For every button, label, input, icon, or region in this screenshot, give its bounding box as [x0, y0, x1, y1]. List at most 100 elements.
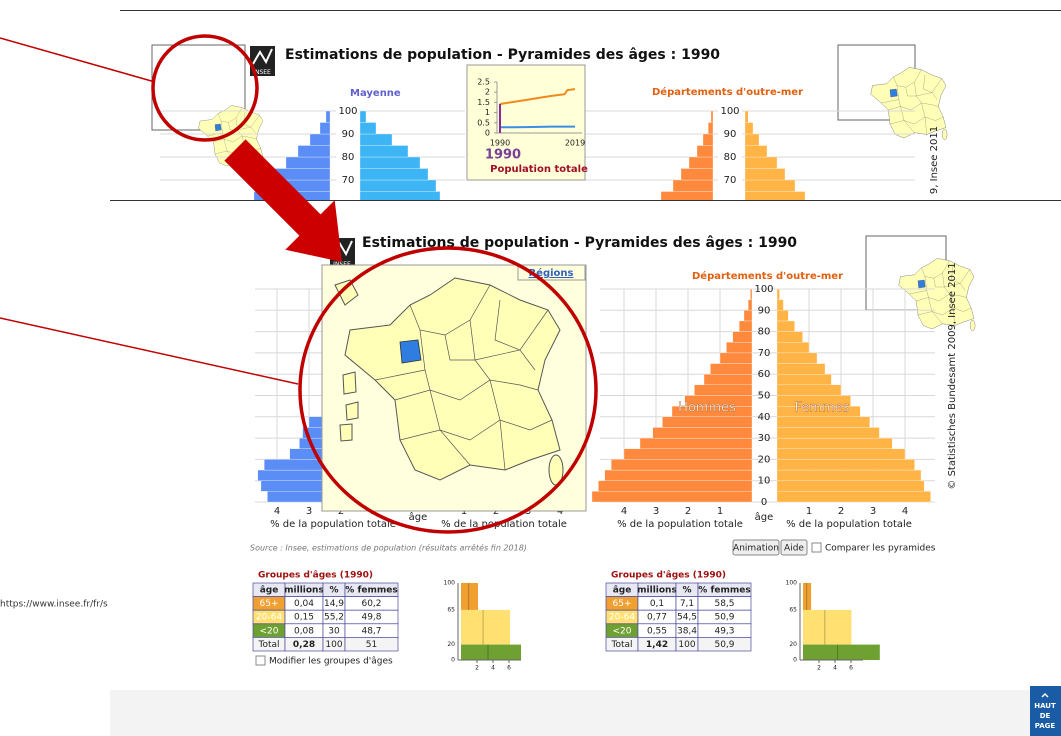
y-tick-label: 90 [342, 129, 355, 140]
table-text: 100 [325, 640, 342, 650]
women-bar [744, 168, 786, 181]
table-text: 54,5 [677, 613, 697, 623]
table-text: 60,2 [361, 599, 381, 609]
back-to-top-label: HAUT [1034, 702, 1056, 710]
men-bar [653, 203, 713, 215]
women-bar [359, 133, 393, 146]
table-text: 65+ [613, 599, 632, 609]
women-bar [359, 145, 409, 158]
footer-band [110, 690, 1061, 736]
men-bar [696, 145, 714, 158]
men-bar [598, 480, 753, 492]
men-bar [309, 133, 331, 146]
women-bar [744, 133, 760, 146]
women-bar [744, 122, 754, 135]
table-text: 0,1 [650, 599, 664, 609]
men-bar [680, 168, 714, 181]
women-bar [745, 318, 929, 330]
table-text: 0,15 [294, 613, 314, 623]
men-bar [652, 427, 753, 439]
women-bar [745, 215, 825, 227]
checkbox-label[interactable]: Comparer les pyramides [825, 544, 936, 554]
women-bar [745, 203, 813, 215]
women-bar [776, 459, 915, 471]
men-bar [639, 437, 753, 449]
men-bar [710, 110, 714, 123]
checkbox[interactable] [255, 655, 266, 666]
women-bar [776, 310, 789, 322]
x-tick-label: 2 [685, 506, 691, 517]
table-text: 20-64 [609, 613, 635, 623]
y-tick-label: 100 [786, 580, 798, 587]
table-title: Groupes d'âges (1990) [258, 571, 373, 581]
axis-bg [336, 100, 360, 200]
men-bar [591, 491, 753, 503]
women-bar [359, 168, 429, 181]
table-text: % femmes [698, 586, 750, 596]
regions-link[interactable]: Régions [528, 267, 573, 279]
x-tick-label: 1 [806, 506, 812, 517]
table-text: <20 [260, 626, 279, 636]
women-bar [776, 331, 803, 343]
table-text: 49,8 [361, 613, 381, 623]
y-tick-label: 70 [342, 175, 355, 186]
line [500, 125, 575, 129]
women-bar [776, 480, 925, 492]
y-tick-label: 0 [761, 497, 767, 508]
table-text: 55,2 [324, 613, 344, 623]
women-bar [776, 491, 931, 503]
women-bar [360, 215, 444, 227]
men-bar [202, 261, 330, 273]
men-bar [710, 363, 753, 375]
men-bar [694, 384, 753, 396]
table-text: 1,42 [646, 640, 668, 650]
insee-logo [250, 46, 275, 76]
women-bar [776, 288, 780, 300]
x-tick-label: 4 [902, 506, 908, 517]
x-axis-label: % de la population totale [786, 519, 912, 530]
y-tick-label: 2 [485, 88, 490, 97]
women-bar [776, 299, 784, 311]
table-text: âge [260, 586, 279, 596]
table-text: millions [284, 586, 324, 596]
women-bar [776, 320, 795, 332]
y-tick-label: 20 [758, 454, 771, 465]
y-tick-label: 40 [758, 412, 771, 423]
men-bar [660, 191, 714, 200]
women-bar [776, 352, 818, 364]
popup-label: Population totale [490, 164, 588, 175]
y-tick-label: 70 [758, 348, 771, 359]
table-text: 14,9 [324, 599, 344, 609]
caret [1041, 692, 1049, 698]
table-text: 7,1 [680, 599, 694, 609]
table-title: Groupes d'âges (1990) [611, 571, 726, 581]
button[interactable] [732, 539, 780, 556]
button-label[interactable]: Aide [784, 544, 804, 554]
x-tick-label: 4 [621, 506, 627, 517]
checkbox[interactable] [811, 542, 822, 553]
table-text: 58,5 [714, 599, 734, 609]
table-cell [697, 637, 752, 652]
x-axis-label: % de la population totale [441, 519, 567, 530]
y-tick-label: 60 [758, 369, 771, 380]
table-text: 0,55 [647, 626, 667, 636]
women-bar [744, 179, 796, 192]
checkbox-label[interactable]: Modifier les groupes d'âges [269, 657, 393, 667]
button-label[interactable]: Animation [733, 544, 779, 554]
source: Source : Insee, estimations de populatio… [250, 543, 527, 553]
age-group-bar [461, 609, 511, 645]
x-tick-label: 6 [507, 665, 511, 672]
women-bar [359, 110, 367, 123]
logo-text: INSEE [253, 69, 271, 76]
y-tick-label: 1 [485, 108, 490, 117]
women-bar [776, 363, 826, 375]
y-tick-label: 50 [758, 391, 771, 402]
y-tick-label: 20 [789, 641, 797, 648]
women-bar [744, 110, 749, 123]
men-bar [285, 156, 331, 169]
table-text: 50,9 [714, 613, 734, 623]
y-tick-label: 70 [724, 175, 737, 186]
men-bar [604, 469, 753, 481]
popup [466, 64, 586, 181]
button[interactable] [780, 539, 808, 556]
